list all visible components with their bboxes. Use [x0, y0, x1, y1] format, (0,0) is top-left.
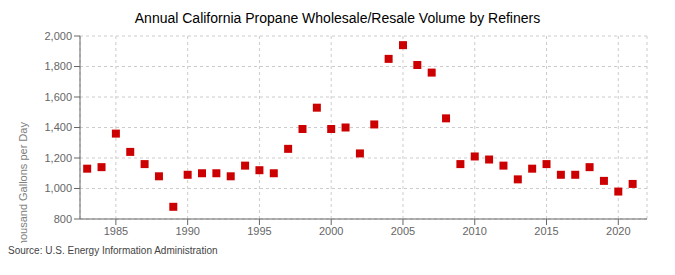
svg-text:1995: 1995: [247, 225, 271, 237]
svg-text:2010: 2010: [463, 225, 487, 237]
svg-text:1,800: 1,800: [44, 60, 72, 72]
svg-text:2020: 2020: [606, 225, 630, 237]
html-text:Source: U.S. Energy Informatio: Source: U.S. Energy Information Administ…: [8, 245, 218, 256]
svg-text:1,600: 1,600: [44, 91, 72, 103]
svg-text:1,200: 1,200: [44, 152, 72, 164]
svg-text:1985: 1985: [104, 225, 128, 237]
svg-text:1990: 1990: [175, 225, 199, 237]
svg-text:Thousand Gallons per Day: Thousand Gallons per Day: [17, 122, 29, 243]
svg-text:1,400: 1,400: [44, 121, 72, 133]
svg-text:1,000: 1,000: [44, 182, 72, 194]
html-text:Annual California Propane Whol: Annual California Propane Wholesale/Resa…: [134, 10, 541, 26]
svg-text:2000: 2000: [319, 225, 343, 237]
svg-text:2015: 2015: [534, 225, 558, 237]
svg-text:2005: 2005: [391, 225, 415, 237]
svg-text:800: 800: [54, 213, 72, 225]
svg-text:2,000: 2,000: [44, 30, 72, 42]
